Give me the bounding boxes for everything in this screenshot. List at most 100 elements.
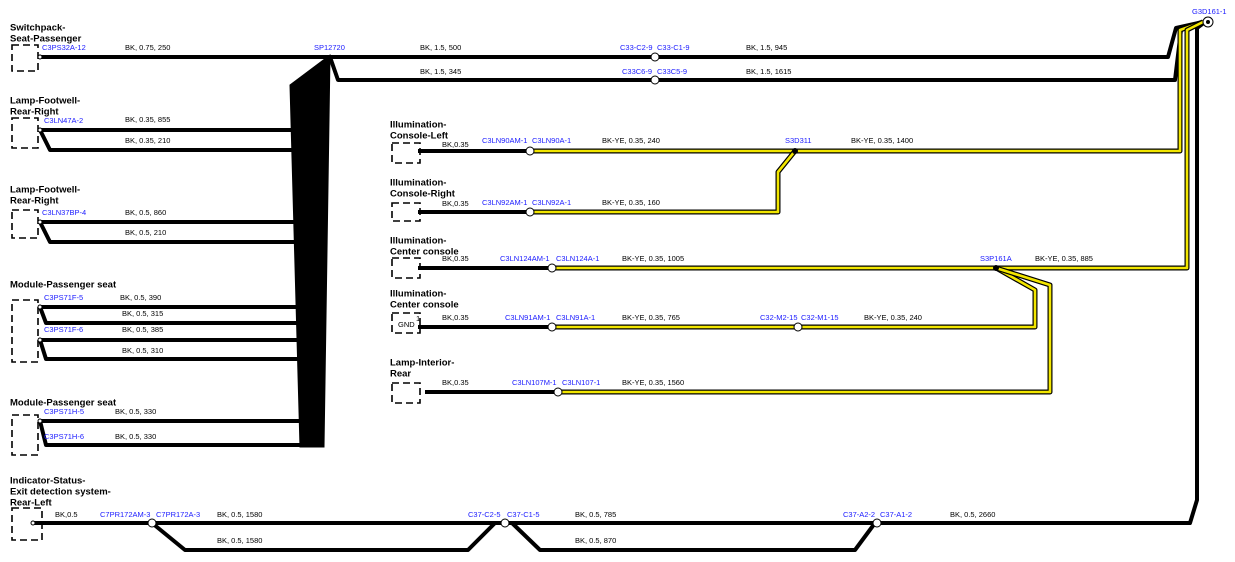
component-label-group: Switchpack-Seat-Passenger Lamp-Footwell-… bbox=[10, 23, 459, 509]
connector-pin bbox=[553, 387, 563, 397]
wire-label: BK,0.35 bbox=[442, 254, 469, 263]
wire-label: BK-YE, 0.35, 885 bbox=[1035, 254, 1093, 263]
wire bbox=[38, 221, 302, 244]
wire-label: BK,0.5 bbox=[55, 510, 78, 519]
connector-label: C7PR172A-3 bbox=[156, 510, 200, 519]
component-label: Illumination- bbox=[390, 120, 446, 131]
connector-box-group bbox=[11, 44, 421, 541]
connector-pin bbox=[650, 75, 660, 85]
connector-pin-group bbox=[30, 16, 1214, 528]
connector-pin bbox=[147, 518, 157, 528]
wire-label: BK, 0.5, 330 bbox=[115, 407, 156, 416]
yellow-wire bbox=[532, 150, 797, 214]
component-label: Center console bbox=[390, 300, 459, 311]
connector-pin bbox=[37, 219, 43, 225]
connector-box bbox=[391, 312, 421, 334]
yellow-wire bbox=[560, 265, 1053, 395]
connector-label: C7PR172AM-3 bbox=[100, 510, 150, 519]
connector-pin bbox=[547, 322, 557, 332]
component-label: Console-Left bbox=[390, 131, 449, 142]
connector-box bbox=[11, 507, 43, 541]
wire bbox=[150, 521, 497, 552]
connector-box bbox=[11, 209, 39, 239]
connector-label: C37-A2-2 bbox=[843, 510, 875, 519]
connector-label: C3PS71F-6 bbox=[44, 325, 83, 334]
connector-pin bbox=[37, 54, 43, 60]
connector-label: C3LN91AM-1 bbox=[505, 313, 550, 322]
connector-label: C3PS71H-5 bbox=[44, 407, 84, 416]
connector-label: C3LN90AM-1 bbox=[482, 136, 527, 145]
wire-label: BK, 0.5, 2660 bbox=[950, 510, 995, 519]
connector-pin bbox=[1206, 20, 1210, 24]
yellow-wire bbox=[532, 19, 1204, 154]
connector-label: S3P161A bbox=[980, 254, 1012, 263]
wire-label: BK, 0.35, 855 bbox=[125, 115, 170, 124]
wire-label: BK-YE, 0.35, 1005 bbox=[622, 254, 684, 263]
yellow-wire-group bbox=[532, 19, 1205, 395]
connector-label: C3LN90A-1 bbox=[532, 136, 571, 145]
component-label: Module-Passenger seat bbox=[10, 398, 117, 409]
connector-label: C3LN124AM-1 bbox=[500, 254, 550, 263]
component-label: Illumination- bbox=[390, 236, 446, 247]
component-label: Rear bbox=[390, 369, 411, 380]
wire-label: BK, 0.5, 860 bbox=[125, 208, 166, 217]
pin-label: 1 bbox=[416, 314, 420, 323]
connector-label: C3LN107-1 bbox=[562, 378, 600, 387]
connector-label: C33C5-9 bbox=[657, 67, 687, 76]
connector-label: C33C6-9 bbox=[622, 67, 652, 76]
yellow-wire bbox=[800, 266, 1037, 329]
connector-pin bbox=[37, 337, 43, 343]
component-label: Switchpack- bbox=[10, 23, 65, 34]
connector-label: C3LN92AM-1 bbox=[482, 198, 527, 207]
connector-pin bbox=[37, 127, 43, 133]
wire bbox=[33, 20, 1207, 525]
wire-label: BK, 0.75, 250 bbox=[125, 43, 170, 52]
component-label: Rear-Right bbox=[10, 196, 59, 207]
wire-label-group: BK, 0.75, 250 BK, 1.5, 500 BK, 1.5, 945 BK… bbox=[55, 43, 1093, 545]
yellow-wire bbox=[532, 149, 797, 215]
connector-label: C33-C1-9 bbox=[657, 43, 690, 52]
connector-label: C3LN124A-1 bbox=[556, 254, 599, 263]
component-label: Rear-Right bbox=[10, 107, 59, 118]
wire-label: BK, 0.5, 310 bbox=[122, 346, 163, 355]
connector-pin bbox=[993, 265, 999, 271]
connector-label: C3PS71H-6 bbox=[44, 432, 84, 441]
connector-box bbox=[11, 44, 39, 72]
wire-label: BK, 0.5, 390 bbox=[120, 293, 161, 302]
component-label: Module-Passenger seat bbox=[10, 280, 117, 291]
yellow-wire bbox=[532, 20, 1204, 153]
yellow-wire bbox=[554, 20, 1204, 270]
connector-label: S3D311 bbox=[785, 136, 812, 145]
wire-label: BK, 0.5, 330 bbox=[115, 432, 156, 441]
connector-label: C3LN91A-1 bbox=[556, 313, 595, 322]
connector-label: C3PS71F-5 bbox=[44, 293, 83, 302]
connector-label: C32-M1-15 bbox=[801, 313, 839, 322]
wire-label: BK, 0.5, 785 bbox=[575, 510, 616, 519]
connector-label: G3D161-1 bbox=[1192, 7, 1227, 16]
connector-label: C3LN37BP-4 bbox=[42, 208, 86, 217]
connector-label: C37-C1-5 bbox=[507, 510, 540, 519]
connector-label: C37-C2-5 bbox=[468, 510, 501, 519]
wire-label: BK-YE, 0.35, 1560 bbox=[622, 378, 684, 387]
connector-box bbox=[11, 299, 39, 363]
wire-label: BK, 1.5, 1615 bbox=[746, 67, 791, 76]
component-label: Exit detection system- bbox=[10, 487, 111, 498]
connector-label: SP12720 bbox=[314, 43, 345, 52]
wire-label: BK-YE, 0.35, 1400 bbox=[851, 136, 913, 145]
wire-label: BK, 1.5, 500 bbox=[420, 43, 461, 52]
connector-label: C32-M2-15 bbox=[760, 313, 798, 322]
connector-label: C3PS32A-12 bbox=[42, 43, 86, 52]
wire-label: BK,0.35 bbox=[442, 313, 469, 322]
component-label: Lamp-Footwell- bbox=[10, 96, 80, 107]
wire-label: BK, 0.5, 210 bbox=[125, 228, 166, 237]
component-label: Illumination- bbox=[390, 178, 446, 189]
wire-label: BK, 0.5, 1580 bbox=[217, 536, 262, 545]
component-label: Center console bbox=[390, 247, 459, 258]
connector-box bbox=[391, 382, 421, 404]
wire-label: BK-YE, 0.35, 765 bbox=[622, 313, 680, 322]
wire-label: BK,0.35 bbox=[442, 199, 469, 208]
connector-label: C3LN47A-2 bbox=[44, 116, 83, 125]
connector-pin bbox=[793, 322, 803, 332]
connector-pin bbox=[525, 146, 535, 156]
